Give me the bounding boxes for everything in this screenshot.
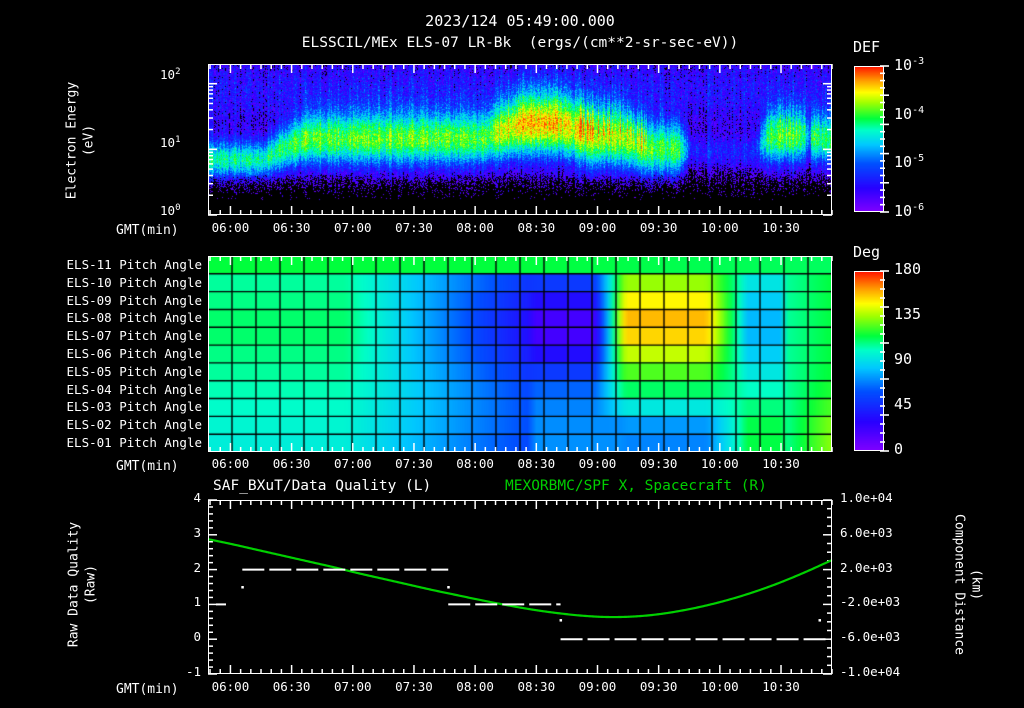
- colorbar-tick-label: 135: [894, 305, 922, 323]
- colorbar-tick-label: 45: [894, 395, 913, 413]
- bottom-panel-ylabel-line2: (Raw): [83, 564, 99, 605]
- colorbar-tick-label: 10-5: [894, 153, 925, 172]
- x-tick-label: 09:30: [639, 679, 678, 694]
- bottom-panel-ylabel-right-line1: Component Distance: [951, 514, 967, 655]
- x-tick-label: 09:00: [578, 220, 617, 235]
- x-tick-label: 07:30: [395, 456, 433, 471]
- pitch-angle-row-label: ELS-05 Pitch Angle: [66, 363, 202, 379]
- colorbar-tick-label: 10-3: [894, 56, 925, 74]
- page-title: 2023/124 05:49:00.000: [425, 12, 615, 30]
- x-tick-label: 10:00: [701, 456, 739, 471]
- x-tick-label: 10:30: [762, 456, 800, 471]
- y-tick-label-right: 6.0e+03: [840, 524, 893, 540]
- bottom-panel-frame: [208, 500, 832, 674]
- y-tick-label-left: 3: [193, 524, 201, 540]
- x-tick-label: 07:30: [395, 220, 433, 235]
- x-tick-label: 10:30: [762, 679, 800, 694]
- x-tick-label: 08:30: [517, 220, 556, 235]
- x-tick-label: 08:30: [517, 679, 556, 694]
- x-tick-label: 10:00: [701, 220, 739, 235]
- x-tick-label: 06:30: [272, 679, 311, 694]
- x-tick-label: 09:00: [578, 456, 617, 471]
- x-tick-label: 07:00: [333, 220, 372, 235]
- x-tick-label: 09:30: [639, 456, 678, 471]
- mid-panel-xlabel: GMT(min): [116, 459, 179, 474]
- y-tick-label-left: 4: [193, 490, 201, 505]
- pitch-angle-row-label: ELS-03 Pitch Angle: [66, 399, 202, 415]
- x-tick-label: 07:30: [395, 679, 433, 694]
- top-panel-frame: [208, 64, 832, 215]
- pitch-angle-row-label: ELS-11 Pitch Angle: [66, 256, 202, 272]
- colorbar-tick-label: 0: [894, 440, 904, 458]
- y-tick-label-right: 1.0e+04: [840, 490, 893, 505]
- colorbar-tick-label: 180: [894, 260, 922, 278]
- y-tick-label-right: -6.0e+03: [840, 629, 901, 645]
- top-panel-xlabel: GMT(min): [116, 223, 179, 238]
- pitch-angle-row-label: ELS-06 Pitch Angle: [66, 346, 202, 361]
- y-tick-label-right: -2.0e+03: [840, 594, 901, 610]
- x-tick-label: 10:00: [701, 679, 739, 694]
- y-tick-label-left: -1: [185, 664, 201, 679]
- x-tick-label: 08:30: [517, 456, 556, 471]
- x-tick-label: 07:00: [333, 456, 372, 471]
- pitch-angle-row-label: ELS-09 Pitch Angle: [66, 292, 202, 308]
- x-tick-label: 06:00: [211, 679, 250, 694]
- bottom-panel-ylabel-right-line2: (km): [968, 568, 984, 601]
- mid-panel-frame: [208, 256, 832, 452]
- top-ytick-2: 102: [160, 67, 181, 83]
- x-tick-label: 06:30: [272, 456, 311, 471]
- pitch-angle-grid: [208, 256, 832, 452]
- top-ytick-0: 100: [160, 203, 181, 219]
- colorbar-tick-label: 90: [894, 350, 913, 368]
- x-tick-label: 08:00: [456, 220, 494, 235]
- page-subtitle: ELSSCIL/MEx ELS-07 LR-Bk (ergs/(cm**2-sr…: [301, 35, 739, 51]
- electron-energy-spectrogram: [208, 64, 832, 215]
- x-tick-label: 07:00: [333, 679, 372, 694]
- pitch-angle-row-label: ELS-01 Pitch Angle: [66, 435, 202, 451]
- colorbar-tick-label: 10-6: [894, 202, 925, 220]
- deg-colorbar-ticks: [880, 270, 889, 452]
- x-tick-label: 10:30: [762, 220, 800, 235]
- x-tick-label: 09:00: [578, 679, 617, 694]
- bottom-panel-xlabel: GMT(min): [116, 682, 179, 697]
- def-colorbar: [854, 66, 884, 212]
- y-tick-label-left: 2: [193, 559, 201, 575]
- x-tick-label: 06:30: [272, 220, 311, 235]
- x-tick-label: 06:00: [211, 456, 250, 471]
- x-tick-label: 09:30: [639, 220, 678, 235]
- y-tick-label-left: 0: [193, 629, 201, 645]
- y-tick-label-right: -1.0e+04: [840, 664, 901, 679]
- top-ytick-1: 101: [160, 135, 181, 151]
- pitch-angle-row-label: ELS-02 Pitch Angle: [66, 417, 202, 433]
- x-tick-label: 06:00: [211, 220, 250, 235]
- pitch-angle-row-label: ELS-10 Pitch Angle: [66, 274, 202, 290]
- bottom-panel-label-right: MEXORBMC/SPF X, Spacecraft (R): [505, 478, 767, 494]
- def-colorbar-title: DEF: [853, 38, 881, 56]
- deg-colorbar: [854, 271, 884, 451]
- x-tick-label: 08:00: [456, 679, 494, 694]
- deg-colorbar-title: Deg: [853, 243, 881, 261]
- y-tick-label-left: 1: [193, 594, 201, 610]
- pitch-angle-row-label: ELS-07 Pitch Angle: [66, 328, 202, 344]
- pitch-angle-row-label: ELS-04 Pitch Angle: [66, 381, 202, 397]
- x-tick-label: 08:00: [456, 456, 494, 471]
- bottom-panel-ylabel-line1: Raw Data Quality: [66, 521, 82, 648]
- y-tick-label-right: 2.0e+03: [840, 559, 893, 575]
- pitch-angle-row-label: ELS-08 Pitch Angle: [66, 310, 202, 326]
- bottom-panel-label-left: SAF_BXuT/Data Quality (L): [213, 478, 432, 494]
- def-colorbar-ticks: [880, 65, 889, 213]
- colorbar-tick-label: 10-4: [894, 104, 925, 123]
